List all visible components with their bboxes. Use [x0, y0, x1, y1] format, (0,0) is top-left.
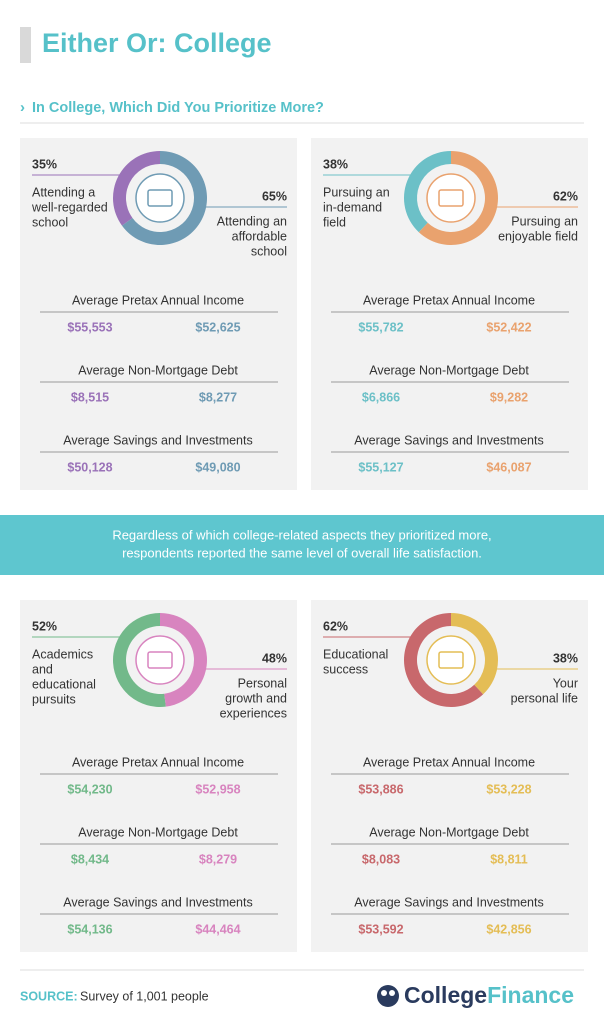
- metric-value: $55,127: [358, 460, 403, 474]
- donut-icon: [135, 635, 185, 685]
- slice-label: affordable: [232, 229, 287, 243]
- slice-label: personal life: [511, 691, 578, 705]
- metric-label: Average Savings and Investments: [63, 433, 252, 447]
- metric-value: $42,856: [486, 922, 531, 936]
- slice-label: Academics: [32, 647, 93, 661]
- logo-part: Finance: [487, 982, 574, 1008]
- slice-label: in-demand: [323, 200, 382, 214]
- donut-slice: [113, 151, 160, 226]
- metric-value: $54,230: [67, 782, 112, 796]
- metric-value: $55,553: [67, 320, 112, 334]
- metric-value: $8,083: [362, 852, 400, 866]
- slice-percent: 38%: [323, 157, 348, 171]
- donut-icon-shape: [438, 189, 464, 207]
- slice-percent: 52%: [32, 619, 57, 633]
- metric-value: $53,592: [358, 922, 403, 936]
- slice-label: school: [251, 244, 287, 258]
- slice-percent: 62%: [323, 619, 348, 633]
- slice-label: school: [32, 215, 68, 229]
- metric-value: $9,282: [490, 390, 528, 404]
- metric-value: $52,625: [195, 320, 240, 334]
- donut-slice: [404, 151, 451, 233]
- metric-label: Average Non-Mortgage Debt: [78, 825, 238, 839]
- logo-part: College: [404, 982, 487, 1008]
- donut-slice: [121, 151, 208, 246]
- metric-label: Average Non-Mortgage Debt: [78, 363, 238, 377]
- slice-label: and: [32, 662, 53, 676]
- slice-label: experiences: [220, 706, 287, 720]
- metric-label: Average Pretax Annual Income: [72, 755, 244, 769]
- logo-eye: [389, 990, 395, 996]
- title-accent: [20, 27, 31, 63]
- metric-value: $52,422: [486, 320, 531, 334]
- slice-percent: 35%: [32, 157, 57, 171]
- metric-value: $54,136: [67, 922, 112, 936]
- metric-label: Average Non-Mortgage Debt: [369, 363, 529, 377]
- metric-value: $8,434: [71, 852, 109, 866]
- source-label: SOURCE:: [20, 989, 78, 1003]
- metric-label: Average Pretax Annual Income: [72, 293, 244, 307]
- logo-eye: [381, 990, 387, 996]
- slice-label: educational: [32, 677, 96, 691]
- banner-line: respondents reported the same level of o…: [122, 545, 482, 560]
- metric-value: $8,279: [199, 852, 237, 866]
- slice-percent: 62%: [553, 189, 578, 203]
- metric-label: Average Savings and Investments: [63, 895, 252, 909]
- slice-label: success: [323, 662, 368, 676]
- slice-label: Pursuing an: [511, 214, 578, 228]
- metric-value: $49,080: [195, 460, 240, 474]
- slice-label: enjoyable field: [498, 229, 578, 243]
- banner: [0, 515, 604, 575]
- slice-percent: 38%: [553, 651, 578, 665]
- donut-icon: [135, 173, 185, 223]
- slice-label: Personal: [238, 676, 287, 690]
- title: Either Or: College: [42, 28, 272, 58]
- source-text: Survey of 1,001 people: [80, 989, 209, 1003]
- slice-percent: 48%: [262, 651, 287, 665]
- slice-label: Pursuing an: [323, 185, 390, 199]
- metric-value: $8,515: [71, 390, 109, 404]
- metric-value: $53,228: [486, 782, 531, 796]
- slice-label: growth and: [225, 691, 287, 705]
- slice-label: well-regarded: [31, 200, 108, 214]
- logo-icon: [377, 985, 399, 1007]
- metric-value: $8,811: [490, 852, 528, 866]
- banner-line: Regardless of which college-related aspe…: [112, 527, 491, 542]
- metric-value: $6,866: [362, 390, 400, 404]
- slice-label: field: [323, 215, 346, 229]
- metric-value: $8,277: [199, 390, 237, 404]
- donut-icon-shape: [147, 651, 173, 669]
- metric-label: Average Savings and Investments: [354, 433, 543, 447]
- subtitle-arrow: ›: [20, 99, 25, 116]
- logo: CollegeFinance: [404, 982, 574, 1008]
- donut-slice: [113, 613, 166, 707]
- metric-label: Average Non-Mortgage Debt: [369, 825, 529, 839]
- metric-label: Average Pretax Annual Income: [363, 755, 535, 769]
- metric-label: Average Pretax Annual Income: [363, 293, 535, 307]
- donut-icon-shape: [147, 189, 173, 207]
- donut-slice: [403, 613, 484, 707]
- metric-value: $46,087: [486, 460, 531, 474]
- slice-label: Attending an: [217, 214, 287, 228]
- metric-value: $44,464: [195, 922, 240, 936]
- slice-label: Your: [553, 676, 578, 690]
- slice-label: Attending a: [32, 185, 95, 199]
- metric-value: $50,128: [67, 460, 112, 474]
- donut-slice: [160, 613, 208, 707]
- slice-label: Educational: [323, 647, 388, 661]
- metric-value: $55,782: [358, 320, 403, 334]
- subtitle: In College, Which Did You Prioritize Mor…: [32, 100, 324, 116]
- donut-slice: [451, 613, 498, 695]
- metric-label: Average Savings and Investments: [354, 895, 543, 909]
- metric-value: $53,886: [358, 782, 403, 796]
- metric-value: $52,958: [195, 782, 240, 796]
- slice-percent: 65%: [262, 189, 287, 203]
- donut-icon: [426, 173, 476, 223]
- slice-label: pursuits: [32, 692, 76, 706]
- donut-icon-shape: [438, 651, 464, 669]
- donut-slice: [418, 151, 498, 246]
- donut-icon: [426, 635, 476, 685]
